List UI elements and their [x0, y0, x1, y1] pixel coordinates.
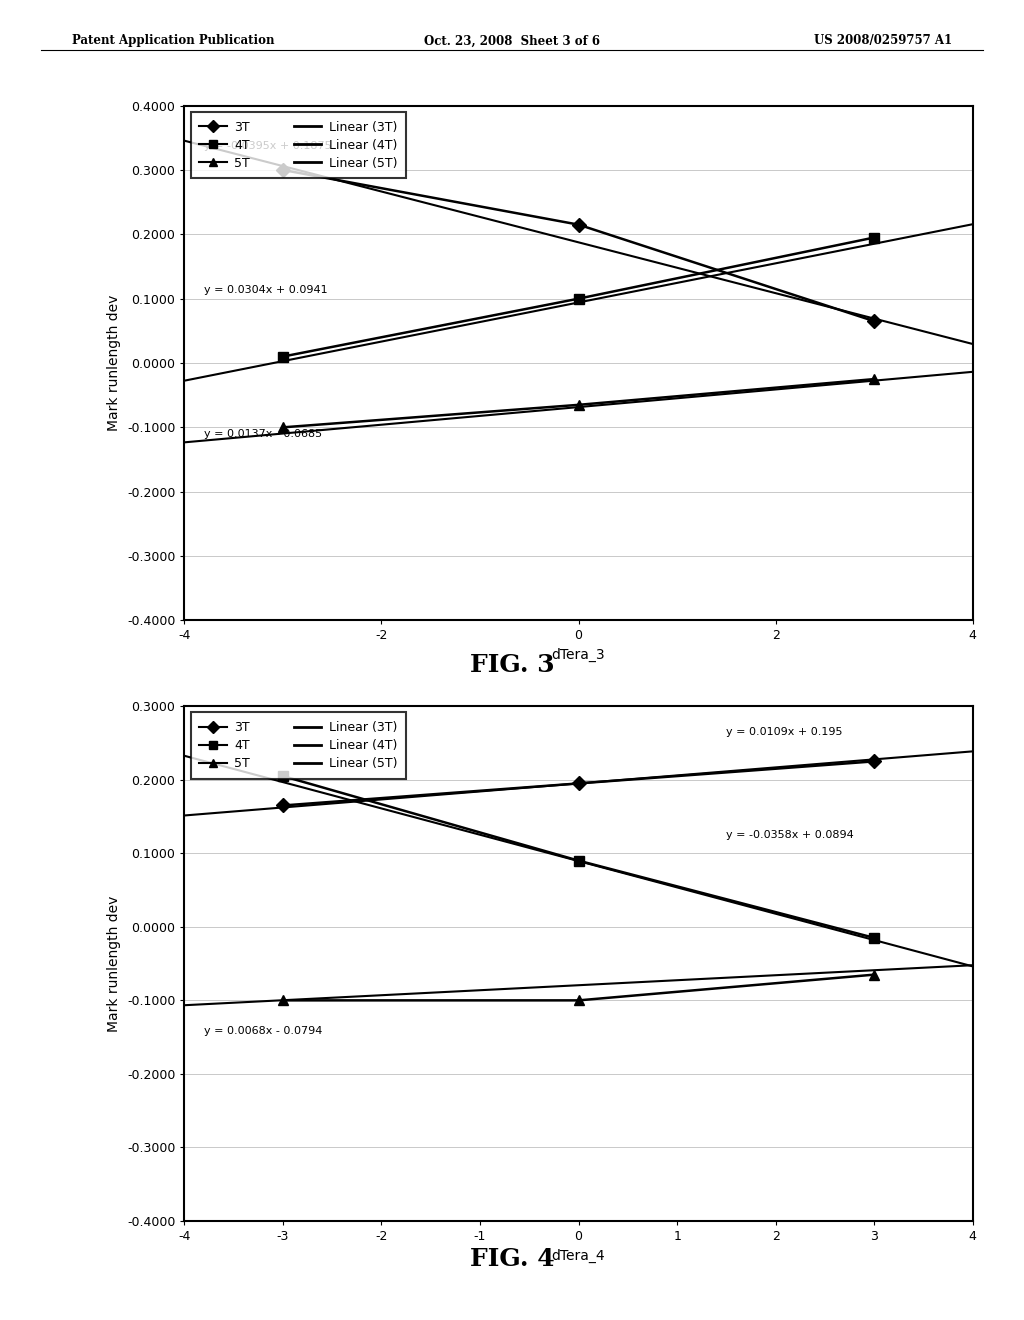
Text: US 2008/0259757 A1: US 2008/0259757 A1	[814, 34, 952, 48]
Text: FIG. 4: FIG. 4	[470, 1247, 554, 1271]
Text: FIG. 3: FIG. 3	[470, 653, 554, 677]
Y-axis label: Mark runlength dev: Mark runlength dev	[108, 294, 122, 432]
Text: y = 0.0137x - 0.0685: y = 0.0137x - 0.0685	[204, 429, 323, 440]
Text: y = 0.0068x - 0.0794: y = 0.0068x - 0.0794	[204, 1026, 323, 1036]
Y-axis label: Mark runlength dev: Mark runlength dev	[108, 895, 122, 1032]
Text: Oct. 23, 2008  Sheet 3 of 6: Oct. 23, 2008 Sheet 3 of 6	[424, 34, 600, 48]
Legend: 3T, 4T, 5T, Linear (3T), Linear (4T), Linear (5T): 3T, 4T, 5T, Linear (3T), Linear (4T), Li…	[190, 713, 407, 779]
Text: y = -0.0395x + 0.1875: y = -0.0395x + 0.1875	[204, 141, 332, 150]
Text: y = 0.0304x + 0.0941: y = 0.0304x + 0.0941	[204, 285, 328, 296]
Text: y = 0.0109x + 0.195: y = 0.0109x + 0.195	[726, 727, 843, 737]
X-axis label: dTera_3: dTera_3	[552, 648, 605, 663]
X-axis label: dTera_4: dTera_4	[552, 1249, 605, 1263]
Text: y = -0.0358x + 0.0894: y = -0.0358x + 0.0894	[726, 830, 854, 840]
Text: Patent Application Publication: Patent Application Publication	[72, 34, 274, 48]
Legend: 3T, 4T, 5T, Linear (3T), Linear (4T), Linear (5T): 3T, 4T, 5T, Linear (3T), Linear (4T), Li…	[190, 112, 407, 178]
